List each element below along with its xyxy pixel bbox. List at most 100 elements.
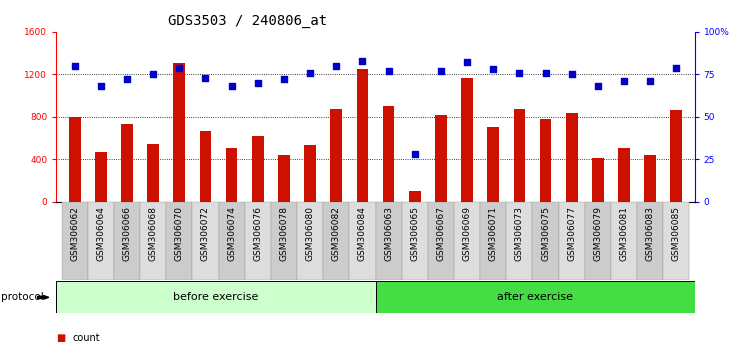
Bar [428,202,454,280]
Bar [671,110,682,202]
Text: GSM306065: GSM306065 [410,206,419,261]
Bar [376,281,695,313]
Point [618,78,630,84]
Text: GSM306071: GSM306071 [489,206,498,261]
Bar [592,158,604,202]
Text: GSM306068: GSM306068 [149,206,158,261]
Bar [95,152,107,202]
Text: GSM306075: GSM306075 [541,206,550,261]
Text: after exercise: after exercise [497,292,573,302]
Text: GSM306066: GSM306066 [122,206,131,261]
Point [435,68,447,74]
Text: GSM306073: GSM306073 [515,206,524,261]
Text: GSM306077: GSM306077 [567,206,576,261]
Bar [644,155,656,202]
Bar [559,202,585,280]
Point [382,68,394,74]
Point [278,76,290,82]
Point [200,75,212,81]
Point [95,84,107,89]
Text: count: count [73,333,101,343]
Point [121,76,133,82]
Bar [200,131,211,202]
Text: GSM306081: GSM306081 [620,206,629,261]
Point [252,80,264,86]
Text: before exercise: before exercise [173,292,258,302]
Bar [461,78,473,202]
Bar [297,202,323,280]
Bar [357,69,368,202]
Text: GSM306069: GSM306069 [463,206,472,261]
Bar [402,202,428,280]
Bar [62,202,88,280]
Bar [566,113,578,202]
Bar [435,115,447,202]
Text: GSM306084: GSM306084 [358,206,367,261]
Bar [140,202,166,280]
Bar [323,202,349,280]
Point [539,70,551,75]
Bar [271,202,297,280]
Point [409,152,421,157]
Bar [219,202,245,280]
Bar [540,119,551,202]
Bar [585,202,611,280]
Point [671,65,683,70]
Bar [252,136,264,202]
Point [487,67,499,72]
Text: GSM306076: GSM306076 [253,206,262,261]
Point [514,70,526,75]
Point [566,72,578,77]
Bar [514,109,525,202]
Bar [304,145,316,202]
Point [357,58,369,64]
Bar [487,127,499,202]
Bar [611,202,637,280]
Text: GSM306079: GSM306079 [593,206,602,261]
Text: ■: ■ [56,333,65,343]
Bar [166,202,192,280]
Text: protocol: protocol [1,292,44,302]
Point [304,70,316,75]
Bar [349,202,376,280]
Bar [454,202,480,280]
Bar [245,202,271,280]
Bar [618,148,630,202]
Point [330,63,342,69]
Point [147,72,159,77]
Text: GSM306064: GSM306064 [96,206,105,261]
Point [644,78,656,84]
Bar [376,202,402,280]
Bar [383,106,394,202]
Point [68,63,80,69]
Text: GSM306067: GSM306067 [436,206,445,261]
Text: GSM306085: GSM306085 [672,206,681,261]
Point [461,59,473,65]
Bar [88,202,114,280]
Text: GSM306078: GSM306078 [279,206,288,261]
Point [592,84,604,89]
Bar [114,202,140,280]
Point [225,84,237,89]
Bar [637,202,663,280]
Bar [409,191,421,202]
Bar [226,148,237,202]
Bar [330,109,342,202]
Text: GSM306082: GSM306082 [332,206,341,261]
Bar [192,202,219,280]
Text: GSM306063: GSM306063 [384,206,393,261]
Text: GSM306080: GSM306080 [306,206,315,261]
Text: GSM306083: GSM306083 [646,206,655,261]
Bar [147,144,159,202]
Text: GSM306074: GSM306074 [227,206,236,261]
Bar [121,124,133,202]
Bar [480,202,506,280]
Point [173,65,185,70]
Bar [278,155,290,202]
Bar [56,281,376,313]
Bar [173,63,185,202]
Text: GSM306072: GSM306072 [201,206,210,261]
Bar [532,202,559,280]
Bar [663,202,689,280]
Bar [506,202,532,280]
